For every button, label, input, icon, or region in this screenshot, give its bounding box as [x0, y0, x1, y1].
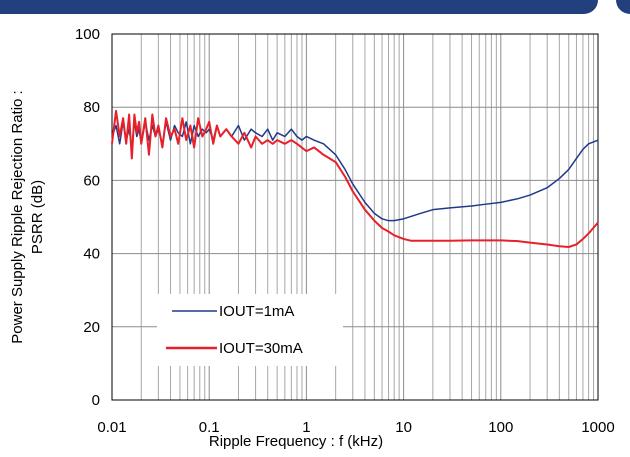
series-line-iout-30ma [111, 109, 599, 249]
y-axis-title-line1: Power Supply Ripple Rejection Ratio : [9, 90, 26, 343]
y-tick-label: 0 [92, 392, 100, 409]
header-banner [0, 0, 598, 14]
y-tick-label: 100 [75, 26, 100, 43]
series-line-iout-1ma [111, 121, 599, 222]
x-tick-label: 0.01 [97, 419, 126, 436]
x-tick-label: 1000 [581, 419, 614, 436]
y-tick-label: 80 [83, 99, 100, 116]
x-tick-label: 10 [395, 419, 412, 436]
series-layer [111, 109, 599, 249]
legend: IOUT=1mA IOUT=30mA [157, 294, 343, 366]
x-axis-title: Ripple Frequency : f (kHz) [209, 433, 383, 450]
y-axis-title-line2: PSRR (dB) [29, 180, 46, 254]
plot-frame [111, 33, 599, 401]
x-tick-label: 100 [488, 419, 513, 436]
legend-box [157, 294, 343, 366]
x-tick-label: 0.1 [199, 419, 220, 436]
y-tick-label: 60 [83, 172, 100, 189]
y-tick-label: 40 [83, 246, 100, 263]
legend-label-iout-1ma: IOUT=1mA [219, 303, 294, 320]
tick-labels: 0.01 0.1 1 10 100 1000 0 20 40 60 80 100 [75, 26, 615, 436]
x-tick-label: 1 [302, 419, 310, 436]
legend-label-iout-30ma: IOUT=30mA [219, 340, 303, 357]
y-tick-label: 20 [83, 319, 100, 336]
